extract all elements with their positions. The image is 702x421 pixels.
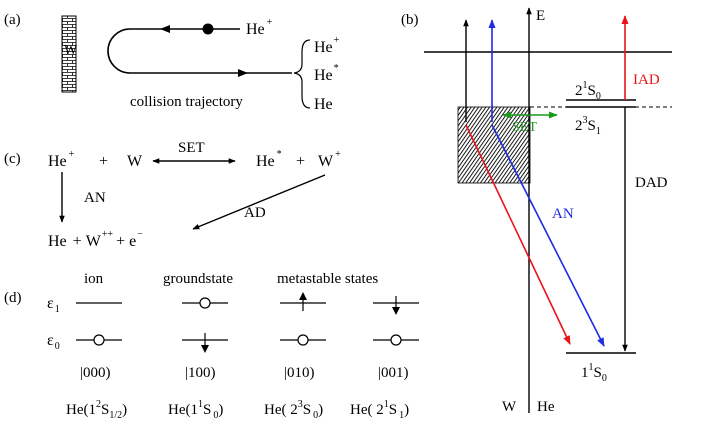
trajectory-caption: collision trajectory [130, 94, 243, 110]
empty-orbital-icon [390, 334, 402, 346]
tungsten-wall [61, 15, 77, 93]
state-triplet: He( 23S 0) [264, 399, 323, 421]
panel-c: (c) He + + W SET He * + W + AN AD He + W++ + e− [4, 140, 341, 250]
header-groundstate: groundstate [163, 271, 233, 287]
ket-singlet: |001) [378, 365, 409, 381]
panel-b: (b) E 21S0 23S1 11S0 IAD DAD [401, 7, 672, 415]
outcome-brace-icon [293, 39, 311, 109]
level-label-2-1s0: 21S0 [575, 80, 601, 102]
surface-label-w: W [502, 399, 517, 415]
outcome-neutral: He [314, 96, 333, 113]
set-label-b: SET [512, 120, 537, 135]
dad-label: DAD [635, 175, 668, 191]
surface-label-he: He [537, 399, 555, 415]
iad-deexcitation-arrow [465, 124, 571, 345]
an-label-b: AN [552, 206, 574, 222]
state-singlet: He( 21S 1) [350, 399, 409, 421]
epsilon-1-label: ε1 [47, 295, 60, 315]
energy-axis-label: E [536, 8, 545, 24]
trajectory-arrow-out-icon [238, 69, 248, 77]
panel-b-label: (b) [401, 12, 419, 28]
result-expression: He + W++ + e− [48, 229, 143, 250]
header-ion: ion [84, 271, 104, 287]
wall-label: W [64, 43, 78, 58]
panel-c-label: (c) [4, 151, 21, 167]
epsilon-0-label: ε0 [47, 332, 60, 352]
spin-down-arrowhead-icon [201, 345, 209, 353]
empty-orbital-icon [199, 297, 211, 309]
level-label-1-1s0: 11S0 [581, 362, 607, 384]
level-label-2-3s1: 23S1 [575, 115, 601, 137]
outcome-metastable: He* [314, 63, 339, 84]
ad-arrow [192, 174, 326, 230]
outcome-ion: He+ [314, 35, 340, 56]
product-he-metastable: He * [256, 149, 282, 170]
reactant-he-ion: He + [48, 149, 75, 170]
reactant-plus: + [99, 153, 108, 170]
an-label-c: AN [84, 190, 106, 206]
empty-orbital-icon [297, 334, 309, 346]
panel-d: (d) ε1 ε0 ion groundstate metastable sta… [4, 271, 419, 421]
panel-d-label: (d) [4, 290, 22, 306]
ad-label: AD [244, 205, 266, 221]
empty-orbital-icon [93, 334, 105, 346]
spin-up-arrowhead-icon [299, 292, 307, 300]
incoming-ion-label: He + [246, 17, 273, 38]
trajectory-arrow-in-icon [160, 25, 170, 33]
ket-ion: |000) [80, 365, 111, 381]
ket-ground: |100) [185, 365, 216, 381]
trajectory-path [107, 28, 292, 74]
set-label-c: SET [178, 140, 205, 156]
panel-a-label: (a) [4, 12, 21, 28]
product-plus: + [296, 153, 305, 170]
ion-projectile [202, 23, 214, 35]
panel-a: (a) W He + He+ He* He collision trajector… [4, 12, 340, 113]
spin-down-arrowhead-icon [392, 307, 400, 315]
state-ground: He(11S 0) [168, 399, 223, 421]
reactant-w: W [127, 153, 143, 170]
state-ion: He(12S1/2) [66, 399, 127, 421]
iad-label: IAD [633, 72, 660, 88]
an-neutralization-arrow [491, 124, 605, 347]
tungsten-band [457, 106, 531, 184]
header-metastable: metastable states [277, 271, 378, 287]
ket-triplet: |010) [284, 365, 315, 381]
product-w-ion: W + [318, 149, 341, 170]
